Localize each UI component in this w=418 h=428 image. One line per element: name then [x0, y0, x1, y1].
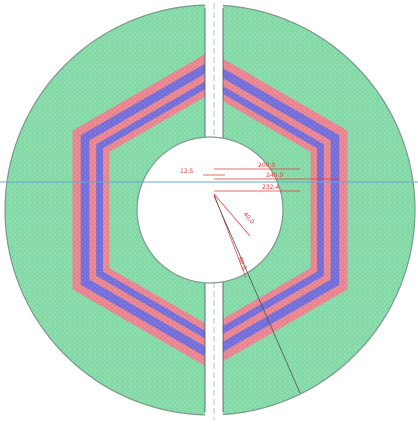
- dim-label-d1: 12.5: [180, 168, 194, 175]
- dim-label-d4: 232.4: [262, 184, 279, 191]
- dim-label-d3: 240.0: [266, 172, 283, 179]
- dim-line-diag-1: [213, 193, 251, 237]
- radial-leader-line: [213, 195, 301, 394]
- dim-label-d2: 200.0: [258, 162, 275, 169]
- inner-hole: [136, 136, 284, 284]
- dim-label-d6: 80.0: [236, 256, 248, 271]
